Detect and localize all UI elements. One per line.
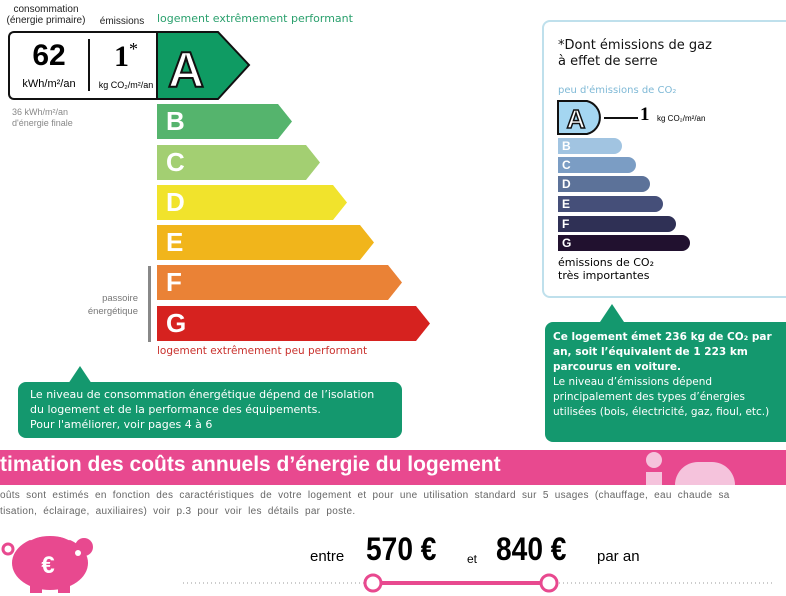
ges-bottom-label: émissions de CO₂ très importantes <box>558 256 654 282</box>
ges-class-f: F <box>558 216 676 232</box>
ges-title: *Dont émissions de gaz à effet de serre <box>558 38 712 69</box>
costs-description: oûts sont estimés en fonction des caract… <box>0 490 730 517</box>
final-energy: 36 kWh/m²/an d'énergie finale <box>12 107 73 128</box>
max-handle <box>539 573 559 593</box>
rating-value-box: 62 kWh/m²/an 1* kg CO₂/m²/an <box>8 31 160 100</box>
passoire-label: passoire énergétique <box>87 293 138 317</box>
emissions-header: émissions <box>99 16 145 27</box>
and-label: et <box>467 552 478 566</box>
ges-value: 1 <box>640 104 650 125</box>
ges-class-b: B <box>558 138 622 154</box>
consumption-header: consommation (énergie primaire) <box>6 4 86 26</box>
energy-class-b: B <box>157 104 292 139</box>
ges-unit: kg CO₂/m²/an <box>657 114 706 123</box>
min-cost: 570 € <box>366 531 437 567</box>
cost-range-slider <box>183 573 775 593</box>
energy-class-c: C <box>157 145 320 180</box>
per-year-label: par an <box>597 548 640 565</box>
divider <box>88 39 90 91</box>
decor-shape <box>675 462 735 485</box>
ges-class-e: E <box>558 196 663 212</box>
rating-letter: A <box>168 42 204 98</box>
energy-class-d: D <box>157 185 347 220</box>
energy-class-e: E <box>157 225 374 260</box>
asterisk: * <box>129 39 138 59</box>
ges-callout: Ce logement émet 236 kg de CO₂ par an, s… <box>545 322 786 442</box>
costs-title: timation des coûts annuels d’énergie du … <box>0 453 501 476</box>
top-label: logement extrêmement performant <box>157 12 353 25</box>
ges-panel <box>542 20 786 298</box>
callout-pointer <box>68 366 92 384</box>
energy-callout: Le niveau de consommation énergétique dé… <box>18 382 402 438</box>
info-icon-stem <box>646 472 662 485</box>
energy-class-g: G <box>157 306 430 341</box>
ges-callout-bold: Ce logement émet 236 kg de CO₂ par an, s… <box>553 331 772 373</box>
max-cost: 840 € <box>496 531 567 567</box>
emission-unit: kg CO₂/m²/an <box>98 80 154 90</box>
passoire-bracket <box>148 266 151 342</box>
ges-class-c: C <box>558 157 636 173</box>
between-label: entre <box>310 548 345 565</box>
emission-value: 1 <box>114 40 129 73</box>
min-handle <box>363 573 383 593</box>
svg-text:A: A <box>567 104 586 134</box>
ges-pointer-line <box>604 117 638 119</box>
costs-banner: timation des coûts annuels d’énergie du … <box>0 450 786 485</box>
ges-class-g: G <box>558 235 690 251</box>
energy-class-f: F <box>157 265 402 300</box>
ges-class-d: D <box>558 176 650 192</box>
consumption-value: 62 <box>32 39 66 72</box>
rating-a-arrow: A <box>156 31 251 100</box>
ges-rating-a: A <box>557 100 601 135</box>
ges-callout-text: Le niveau d’émissions dépend principalem… <box>553 376 770 418</box>
svg-text:€: € <box>41 552 54 579</box>
piggy-bank-icon: € <box>1 532 93 593</box>
info-icon <box>646 452 662 468</box>
bottom-label: logement extrêmement peu performant <box>157 345 368 357</box>
ges-top-label: peu d'émissions de CO₂ <box>558 85 677 96</box>
consumption-unit: kWh/m²/an <box>22 78 76 90</box>
ges-callout-pointer <box>600 304 624 322</box>
